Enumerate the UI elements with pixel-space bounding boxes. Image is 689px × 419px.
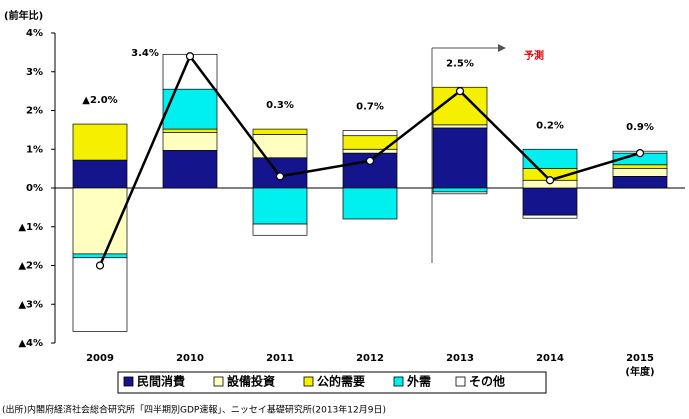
x-tick-label: 2012 [356,353,384,364]
data-label: 2.5% [446,58,474,69]
bar-segment [522,187,578,216]
y-tick-label: 1% [26,144,43,155]
bar-segment [162,53,218,90]
bar-segment [162,128,218,133]
bar-segment [252,134,308,159]
bar-segment [252,128,308,135]
forecast-arrowhead [498,44,506,52]
y-tick-label: 4% [26,28,43,39]
line-point [635,149,645,158]
y-tick-label: ▲2% [18,261,43,272]
bar-segment [72,159,128,189]
bar-segment [252,187,308,225]
line-point [275,172,285,181]
y-tick-label: 0% [26,183,43,194]
legend-swatch [455,376,466,387]
bar-segment [342,130,398,137]
bar-segment [162,88,218,130]
y-tick-label: 2% [26,106,43,117]
x-tick-label: 2015 [626,353,654,364]
legend-label: その他 [469,374,505,389]
data-label: 3.4% [131,48,159,59]
x-unit-label: (年度) [625,365,654,378]
bar-segment [252,223,308,236]
source-note: (出所)内閣府経済社会総合研究所「四半期別GDP速報」、ニッセイ基礎研究所(20… [2,404,386,416]
data-label: 0.7% [356,102,384,113]
bar-segment [432,187,488,193]
bar-segment [522,214,578,219]
legend-swatch [303,376,314,387]
bar-segment [522,148,578,169]
x-tick-label: 2009 [86,353,114,364]
x-tick-label: 2010 [176,353,204,364]
bar-segment [342,148,398,154]
legend-box [117,371,547,394]
y-tick-label: ▲1% [18,222,43,233]
data-label: 0.2% [536,120,564,131]
bar-segment [612,168,668,177]
legend-swatch [393,376,404,387]
line-point [95,261,105,270]
line-point [455,87,465,96]
bar-segment [432,127,488,189]
bar-segment [72,253,128,259]
x-tick-label: 2014 [536,353,564,364]
bar-segment [432,191,488,195]
bar-segment [162,132,218,151]
line-point [545,176,555,185]
legend-label: 設備投資 [227,374,275,389]
bar-segment [72,123,128,161]
bar-segment [342,187,398,220]
legend-swatch [213,376,224,387]
legend-label: 民間消費 [137,374,185,389]
data-label: 0.9% [626,122,654,133]
x-tick-label: 2011 [266,353,294,364]
y-tick-label: 3% [26,67,43,78]
legend-swatch [123,376,134,387]
legend-label: 外需 [407,374,431,389]
line-point [365,156,375,165]
forecast-label: 予測 [524,49,544,62]
y-tick-label: ▲3% [18,299,43,310]
legend-label: 公的需要 [317,374,365,389]
x-tick-label: 2013 [446,353,474,364]
bar-segment [612,176,668,189]
line-point [185,52,195,61]
y-tick-label: ▲4% [18,338,43,349]
bar-segment [162,150,218,189]
data-label: 0.3% [266,100,294,111]
data-label: ▲2.0% [82,95,117,106]
bar-segment [72,257,128,332]
bar-segment [612,164,668,169]
y-axis-label: (前年比) [4,9,43,22]
bar-segment [432,124,488,129]
